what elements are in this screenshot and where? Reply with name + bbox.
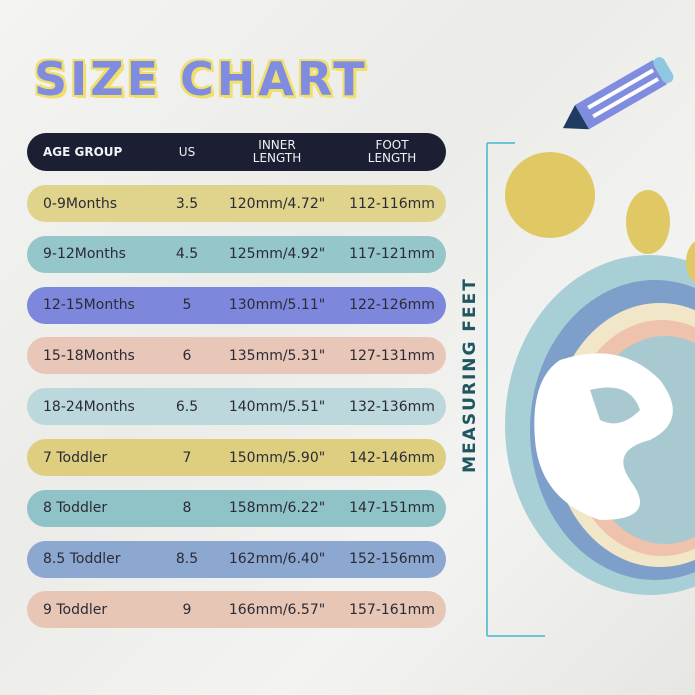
table-row: 15-18Months 6 135mm/5.31" 127-131mm — [27, 337, 446, 375]
table-row: 9-12Months 4.5 125mm/4.92" 117-121mm — [27, 235, 446, 273]
measuring-feet-label: MEASURING FEET — [460, 277, 480, 473]
age-group-cell: 0-9Months — [43, 195, 118, 212]
header-inner-length: INNER LENGTH — [252, 138, 302, 165]
age-group-cell: 18-24Months — [43, 398, 135, 415]
table-row: 12-15Months 5 130mm/5.11" 122-126mm — [27, 286, 446, 324]
foot-length-cell: 157-161mm — [349, 601, 435, 618]
inner-length-cell: 162mm/6.40" — [228, 551, 326, 568]
foot-length-cell: 117-121mm — [349, 246, 435, 263]
foot-length-cell: 122-126mm — [349, 297, 435, 314]
age-group-cell: 7 Toddler — [43, 449, 108, 466]
inner-length-cell: 150mm/5.90" — [228, 449, 326, 466]
us-size-cell: 6.5 — [175, 398, 199, 415]
us-size-cell: 9 — [182, 601, 192, 618]
inner-length-cell: 135mm/5.31" — [228, 347, 326, 364]
foot-length-cell: 132-136mm — [349, 398, 435, 415]
age-group-cell: 8 Toddler — [43, 500, 108, 517]
table-row: 0-9Months 3.5 120mm/4.72" 112-116mm — [27, 185, 446, 222]
foot-length-cell: 142-146mm — [349, 449, 435, 466]
foot-shape — [505, 255, 695, 595]
inner-length-cell: 166mm/6.57" — [228, 601, 326, 618]
us-size-cell: 4.5 — [175, 246, 199, 263]
age-group-cell: 8.5 Toddler — [43, 551, 121, 568]
foot-length-cell: 127-131mm — [349, 347, 435, 364]
table-row: 7 Toddler 7 150mm/5.90" 142-146mm — [27, 439, 446, 476]
page-title: SIZE CHART — [34, 52, 368, 106]
age-group-cell: 12-15Months — [43, 297, 135, 314]
header-us: US — [178, 145, 196, 159]
table-row: 18-24Months 6.5 140mm/5.51" 132-136mm — [27, 388, 446, 426]
table-row: 8 Toddler 8 158mm/6.22" 147-151mm — [27, 489, 446, 527]
inner-length-cell: 120mm/4.72" — [228, 195, 326, 212]
table-row: 8.5 Toddler 8.5 162mm/6.40" 152-156mm — [27, 540, 446, 578]
foot-length-cell: 112-116mm — [349, 195, 435, 212]
inner-length-cell: 130mm/5.11" — [228, 297, 326, 314]
us-size-cell: 7 — [182, 449, 192, 466]
age-group-cell: 15-18Months — [43, 347, 135, 364]
toe-circles — [505, 152, 695, 283]
inner-length-cell: 140mm/5.51" — [228, 398, 326, 415]
table-row: 9 Toddler 9 166mm/6.57" 157-161mm — [27, 591, 446, 629]
us-size-cell: 8 — [182, 500, 192, 517]
us-size-cell: 6 — [182, 347, 192, 364]
header-age-group: AGE GROUP — [43, 145, 123, 159]
ruler-line — [486, 142, 545, 637]
table-header: AGE GROUP US INNER LENGTH FOOT LENGTH — [27, 133, 446, 171]
header-foot-length: FOOT LENGTH — [367, 138, 417, 165]
us-size-cell: 8.5 — [175, 551, 199, 568]
foot-length-cell: 147-151mm — [349, 500, 435, 517]
foot-length-cell: 152-156mm — [349, 551, 435, 568]
inner-length-cell: 158mm/6.22" — [228, 500, 326, 517]
pencil-icon — [562, 57, 674, 130]
age-group-cell: 9-12Months — [43, 246, 126, 263]
us-size-cell: 5 — [182, 297, 192, 314]
us-size-cell: 3.5 — [175, 195, 199, 212]
age-group-cell: 9 Toddler — [43, 601, 108, 618]
inner-length-cell: 125mm/4.92" — [228, 246, 326, 263]
